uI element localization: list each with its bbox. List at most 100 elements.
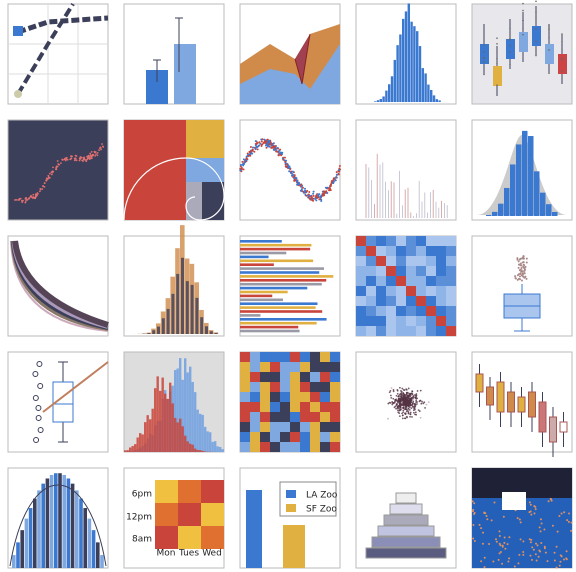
shape [502, 492, 526, 510]
dot [265, 146, 268, 149]
shape [320, 402, 330, 412]
dot [473, 512, 476, 515]
dot [496, 57, 498, 59]
dot [398, 415, 401, 418]
shape [406, 246, 416, 256]
dot [531, 546, 534, 549]
dot [293, 174, 296, 177]
dot [567, 520, 570, 523]
shape [240, 298, 283, 302]
shape [54, 473, 58, 568]
dot [392, 390, 395, 393]
dot [402, 403, 404, 406]
shape [126, 450, 129, 452]
dot [568, 512, 571, 515]
dot [63, 158, 66, 161]
dot [516, 517, 519, 520]
dot [501, 562, 504, 565]
dot [249, 146, 252, 149]
dot [411, 396, 413, 399]
dot [547, 500, 550, 503]
shape [310, 402, 320, 412]
shape [260, 382, 270, 392]
thumbnail [471, 0, 573, 105]
dot [289, 167, 292, 170]
curve [240, 44, 340, 104]
shape [270, 372, 280, 382]
shape [178, 503, 201, 526]
dot [519, 538, 522, 541]
shape [270, 392, 280, 402]
shape [376, 326, 386, 336]
shape [178, 526, 201, 549]
dot [335, 171, 338, 174]
shape [382, 96, 385, 102]
dot [401, 414, 404, 417]
dot [472, 523, 475, 526]
shape [436, 266, 446, 276]
dot [272, 146, 275, 149]
dot [546, 560, 549, 563]
curve [8, 4, 108, 104]
shape [310, 352, 320, 362]
thumbnail [123, 467, 225, 569]
shape [396, 326, 406, 336]
legend-label: LA Zoo [306, 491, 338, 501]
dot [561, 33, 563, 35]
shape [290, 382, 300, 392]
dot [401, 399, 404, 402]
dot [522, 19, 524, 22]
shape [430, 89, 433, 102]
dot [391, 403, 394, 406]
thumbnail [355, 119, 457, 221]
shape [250, 422, 260, 432]
thumbnail [239, 119, 341, 221]
shape [310, 362, 320, 372]
flier [35, 415, 42, 421]
dot [253, 150, 256, 153]
dot [420, 402, 423, 405]
dot [414, 405, 417, 408]
dot [498, 530, 501, 533]
shape [45, 478, 50, 568]
shape [406, 296, 416, 306]
thumbnail [7, 119, 109, 221]
dot [240, 167, 243, 170]
tier [389, 503, 423, 515]
dot [95, 153, 97, 156]
shape [240, 263, 274, 266]
shape [416, 326, 426, 336]
dot [399, 407, 402, 409]
dot [25, 198, 28, 201]
shape [184, 358, 187, 452]
dot [277, 154, 280, 157]
shape [396, 316, 406, 326]
dot [513, 565, 516, 568]
shape [200, 317, 204, 334]
shape [240, 382, 250, 392]
dot [415, 399, 418, 402]
box [528, 391, 536, 418]
dot [424, 407, 426, 409]
dot [528, 511, 531, 514]
dot [528, 501, 531, 504]
shape [240, 321, 317, 325]
curve [514, 284, 530, 332]
shape [240, 442, 250, 452]
shape [320, 362, 330, 372]
shape [270, 422, 280, 432]
shape [330, 392, 340, 402]
dot [280, 154, 283, 157]
shape [390, 76, 394, 102]
dot [308, 191, 311, 194]
shape [406, 256, 416, 266]
shape [424, 73, 427, 102]
shape [366, 296, 376, 306]
shape [260, 352, 270, 362]
dot [260, 140, 263, 143]
dot [293, 179, 296, 182]
shape [100, 555, 104, 568]
dot [55, 167, 58, 169]
dot [74, 154, 77, 157]
dot [408, 408, 411, 411]
